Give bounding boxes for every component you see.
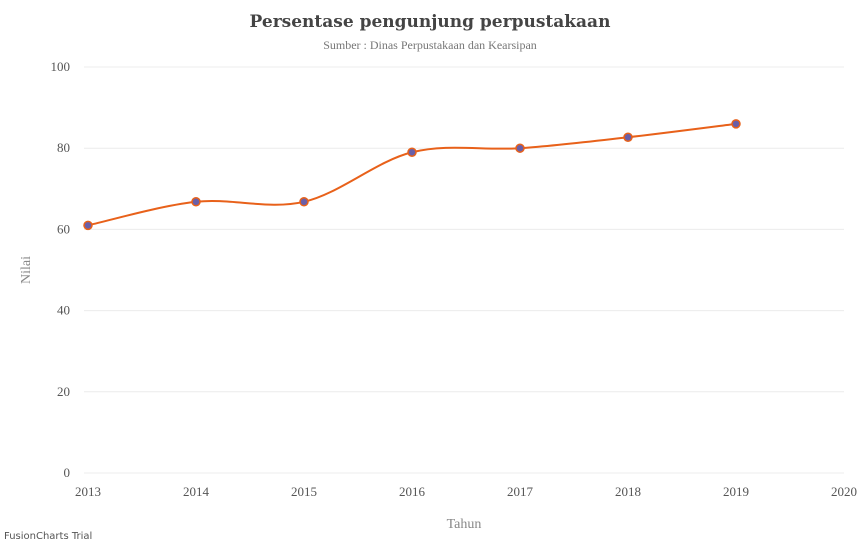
y-tick-label: 0	[64, 465, 71, 480]
data-point[interactable]	[191, 197, 201, 207]
data-point[interactable]	[299, 197, 309, 207]
data-point[interactable]	[623, 132, 633, 142]
series-line	[87, 122, 737, 227]
y-axis-title: Nilai	[19, 256, 34, 284]
y-tick-label: 100	[51, 59, 71, 74]
x-tick-label: 2018	[615, 484, 641, 499]
chart-subtitle: Sumber : Dinas Perpustakaan dan Kearsipa…	[323, 38, 537, 52]
x-tick-label: 2020	[831, 484, 857, 499]
x-tick-label: 2019	[723, 484, 749, 499]
chart-title: Persentase pengunjung perpustakaan	[249, 12, 611, 32]
y-tick-label: 20	[57, 384, 70, 399]
x-tick-label: 2015	[291, 484, 317, 499]
data-point[interactable]	[83, 220, 93, 231]
y-tick-label: 40	[57, 303, 70, 318]
x-tick-label: 2014	[183, 484, 210, 499]
data-point[interactable]	[407, 147, 417, 158]
series-layer	[87, 122, 737, 227]
marker-layer	[83, 119, 741, 231]
x-tick-label: 2013	[75, 484, 101, 499]
x-axis-title: Tahun	[447, 517, 482, 532]
y-axis-ticks: 0 20 40 60 80 100	[51, 59, 71, 480]
x-tick-label: 2016	[399, 484, 426, 499]
x-axis-ticks: 2013 2014 2015 2016 2017 2018 2019 2020	[75, 484, 857, 499]
y-tick-label: 60	[57, 221, 70, 236]
x-tick-label: 2017	[507, 484, 534, 499]
watermark: FusionCharts Trial	[4, 531, 93, 542]
y-tick-label: 80	[57, 140, 70, 155]
data-point[interactable]	[731, 119, 741, 129]
gridlines	[84, 66, 844, 474]
data-point[interactable]	[515, 143, 525, 153]
